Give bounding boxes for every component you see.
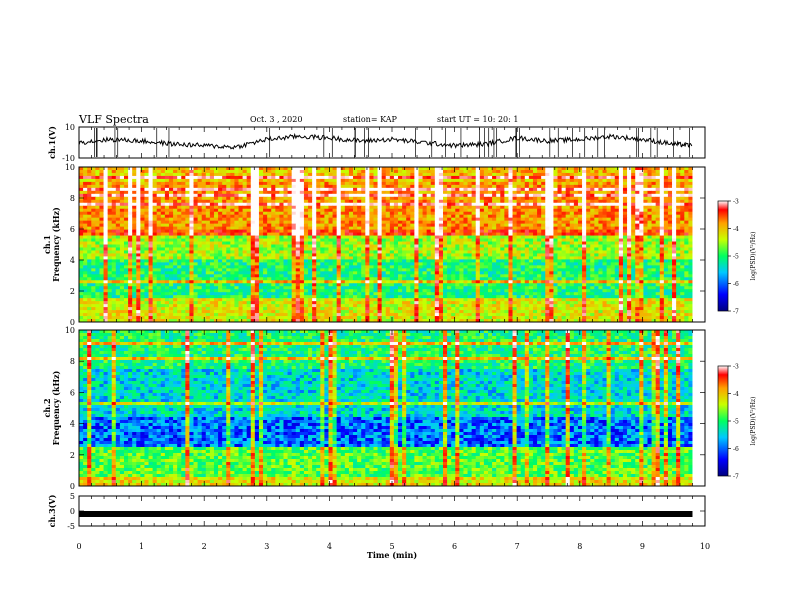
y-axis-label: ch.1(V) — [47, 126, 57, 159]
y-tick-label: 0 — [70, 482, 75, 491]
y-tick-label: 2 — [70, 451, 75, 460]
y-axis-label: ch.2Frequency (kHz) — [42, 370, 61, 445]
colorbar-tick-label: -3 — [733, 199, 739, 206]
y-tick-label: 4 — [70, 420, 75, 429]
station-label: station= KAP — [343, 115, 397, 124]
colorbar-tick-label: -4 — [733, 391, 739, 398]
date-label: Oct. 3 , 2020 — [250, 115, 303, 124]
x-tick-label: 10 — [700, 542, 710, 551]
y-tick-label: 6 — [70, 225, 75, 234]
y-axis-label: ch.1Frequency (kHz) — [42, 207, 61, 282]
y-tick-label: 10 — [65, 163, 75, 172]
x-tick-label: 2 — [202, 542, 207, 551]
y-axis-label: ch.3(V) — [47, 494, 57, 527]
y-tick-label: 6 — [70, 388, 75, 397]
x-tick-label: 9 — [640, 542, 645, 551]
ch1-spectrogram-image — [79, 167, 705, 323]
colorbar-label: log(PSD)(V²/Hz) — [750, 232, 757, 281]
chart-title: VLF Spectra — [79, 113, 149, 126]
y-tick-label: 0 — [70, 318, 75, 327]
y-tick-label: 5 — [70, 492, 75, 501]
x-tick-label: 4 — [327, 542, 332, 551]
x-tick-label: 5 — [389, 542, 394, 551]
y-tick-label: 0 — [70, 507, 75, 516]
x-axis-label: Time (min) — [367, 550, 417, 560]
colorbar-label: log(PSD)(V²/Hz) — [750, 397, 757, 446]
x-tick-label: 6 — [452, 542, 457, 551]
colorbar-tick-label: -7 — [733, 474, 739, 481]
x-tick-label: 8 — [577, 542, 582, 551]
y-tick-label: -10 — [62, 154, 75, 163]
colorbar — [717, 200, 729, 312]
y-tick-label: 8 — [70, 194, 75, 203]
x-tick-label: 1 — [139, 542, 144, 551]
x-tick-label: 0 — [76, 542, 81, 551]
y-tick-label: 2 — [70, 287, 75, 296]
ch1-waveform-line — [78, 132, 693, 150]
colorbar-tick-label: -7 — [733, 309, 739, 316]
x-tick-label: 3 — [264, 542, 269, 551]
y-tick-label: -5 — [67, 522, 75, 531]
colorbar-tick-label: -6 — [733, 281, 739, 288]
y-tick-label: 8 — [70, 357, 75, 366]
colorbar-tick-label: -6 — [733, 446, 739, 453]
y-tick-label: 10 — [65, 326, 75, 335]
colorbar-tick-label: -5 — [733, 254, 739, 261]
colorbar-tick-label: -3 — [733, 364, 739, 371]
ch2-spectrogram-image — [79, 330, 705, 487]
colorbar — [717, 365, 729, 477]
ch3-waveform-line — [79, 511, 693, 517]
colorbar-tick-label: -5 — [733, 419, 739, 426]
x-tick-label: 7 — [515, 542, 520, 551]
y-tick-label: 10 — [65, 123, 75, 132]
start-time-label: start UT = 10: 20: 1 — [437, 115, 519, 124]
colorbar-tick-label: -4 — [733, 226, 739, 233]
y-tick-label: 4 — [70, 256, 75, 265]
